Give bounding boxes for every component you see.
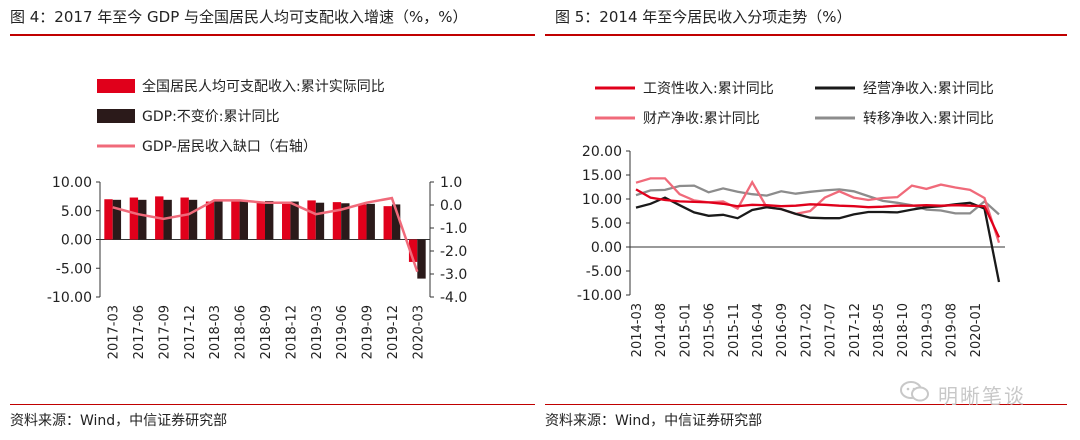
bar-gdp-2017-12 xyxy=(188,199,198,240)
y2-tick-label: -1.0 xyxy=(440,221,467,237)
bar-gdp-2017-06 xyxy=(138,199,147,240)
bar-gdp-2019-06 xyxy=(341,203,350,240)
x-tick-label: 2020-03 xyxy=(411,305,426,359)
x-tick-label: 2017-12 xyxy=(183,305,198,359)
legend-label-1: 全国居民人均可支配收入:累计实际同比 xyxy=(142,78,385,95)
x-tick-label: 2019-06 xyxy=(335,305,350,359)
wechat-icon xyxy=(900,381,929,402)
x-tick-label: 2016-04 xyxy=(751,303,766,357)
x-tick-label: 2018-10 xyxy=(896,303,911,357)
watermark-text: 明晰笔谈 xyxy=(938,384,1026,408)
y2-tick-label: 1.0 xyxy=(440,175,462,191)
left-title-rule xyxy=(10,34,535,36)
x-tick-label: 2017-06 xyxy=(132,305,147,359)
right-figure-title: 图 5：2014 年至今居民收入分项走势（%） xyxy=(555,8,852,26)
legend-label-3: 财产净收:累计同比 xyxy=(643,111,760,127)
y-tick-label: 5.00 xyxy=(591,216,622,232)
x-tick-label: 2017-07 xyxy=(824,303,839,357)
y2-tick-label: -2.0 xyxy=(440,244,467,260)
bar-gdp-2017-03 xyxy=(112,199,122,240)
y-tick-label: -5.00 xyxy=(56,261,92,277)
right-source-rule xyxy=(545,404,1067,405)
bar-gdp-2018-12 xyxy=(290,201,299,240)
y-tick-label: 20.00 xyxy=(582,144,622,160)
x-tick-label: 2019-03 xyxy=(920,303,935,357)
x-tick-label: 2015-01 xyxy=(678,303,693,357)
x-tick-label: 2016-09 xyxy=(775,303,790,357)
x-tick-label: 2017-03 xyxy=(107,305,122,359)
x-tick-label: 2015-06 xyxy=(703,303,718,357)
series-line-4 xyxy=(635,184,1000,216)
bar-gdp-2018-09 xyxy=(265,200,274,240)
x-tick-label: 2015-11 xyxy=(727,303,742,357)
legend-label-2: GDP:不变价:累计同比 xyxy=(142,109,280,125)
left-source: 资料来源：Wind，中信证券研究部 xyxy=(10,413,228,429)
x-tick-label: 2014-08 xyxy=(654,303,669,357)
y-tick-label: 5.00 xyxy=(61,204,92,220)
bar-income-2019-03 xyxy=(307,200,316,240)
bar-gdp-2019-12 xyxy=(391,204,401,240)
legend-swatch-1 xyxy=(97,79,135,93)
x-tick-label: 2018-09 xyxy=(259,305,274,359)
series-line-gap xyxy=(112,196,419,273)
x-tick-label: 2019-12 xyxy=(386,305,401,359)
bar-gdp-2020-03 xyxy=(417,239,426,279)
series-line-1 xyxy=(635,188,1001,238)
legend-swatch-2 xyxy=(97,109,135,123)
x-tick-label: 2017-09 xyxy=(157,305,172,359)
y-tick-label: -10.00 xyxy=(47,290,92,306)
bar-gdp-2018-03 xyxy=(214,200,223,240)
bar-income-2018-06 xyxy=(231,201,240,240)
y-tick-label: 15.00 xyxy=(582,168,622,184)
x-tick-label: 2018-03 xyxy=(208,305,223,359)
x-tick-label: 2019-08 xyxy=(945,303,960,357)
bar-income-2017-12 xyxy=(180,197,189,240)
bar-gdp-2018-06 xyxy=(239,200,248,240)
y-tick-label: 10.00 xyxy=(582,192,622,208)
left-figure-title: 图 4：2017 年至今 GDP 与全国居民人均可支配收入增速（%，%） xyxy=(10,8,468,26)
x-tick-label: 2017-12 xyxy=(848,303,863,357)
y-tick-label: -10.00 xyxy=(577,288,622,304)
x-tick-label: 2018-12 xyxy=(284,305,299,359)
x-tick-label: 2014-03 xyxy=(630,303,645,357)
bar-gdp-2019-09 xyxy=(366,203,375,240)
x-tick-label: 2019-09 xyxy=(361,305,376,359)
x-tick-label: 2019-03 xyxy=(310,305,325,359)
bar-income-2017-03 xyxy=(104,199,113,240)
y-tick-label: 0.00 xyxy=(61,233,92,249)
left-chart: 全国居民人均可支配收入:累计实际同比 GDP:不变价:累计同比 GDP-居民收入缺口… xyxy=(47,78,467,359)
legend-label-1: 工资性收入:累计同比 xyxy=(643,81,774,97)
legend-label-4: 转移净收入:累计同比 xyxy=(863,111,994,127)
bar-income-2019-06 xyxy=(332,202,342,240)
right-title-rule xyxy=(545,34,1067,36)
y-tick-label: 0.00 xyxy=(591,240,622,256)
bar-income-2018-09 xyxy=(256,201,265,240)
bar-income-2019-12 xyxy=(383,206,392,240)
bar-income-2018-12 xyxy=(282,202,291,240)
y-tick-label: 10.00 xyxy=(52,175,92,191)
y2-tick-label: -3.0 xyxy=(440,267,467,283)
legend-label-3: GDP-居民收入缺口（右轴） xyxy=(142,139,317,155)
left-source-rule xyxy=(10,404,535,405)
right-source: 资料来源：Wind，中信证券研究部 xyxy=(545,413,763,429)
y2-tick-label: 0.0 xyxy=(440,198,462,214)
bar-income-2017-06 xyxy=(129,197,139,240)
x-tick-label: 2018-06 xyxy=(234,305,249,359)
x-tick-label: 2017-02 xyxy=(799,303,814,357)
x-tick-label: 2018-05 xyxy=(872,303,887,357)
bar-income-2019-09 xyxy=(358,204,367,240)
bar-income-2020-03 xyxy=(408,239,418,262)
y-tick-label: -5.00 xyxy=(586,264,622,280)
bar-gdp-2017-09 xyxy=(163,199,172,240)
bar-income-2018-03 xyxy=(205,201,215,240)
watermark: 明晰笔谈 xyxy=(900,378,1070,408)
right-figure-panel: 图 5：2014 年至今居民收入分项走势（%） 工资性收入:累计同比 经营净收入:… xyxy=(545,0,1080,440)
y2-tick-label: -4.0 xyxy=(440,290,467,306)
bar-gdp-2019-03 xyxy=(315,202,325,240)
legend-label-2: 经营净收入:累计同比 xyxy=(863,81,994,97)
left-figure-panel: 图 4：2017 年至今 GDP 与全国居民人均可支配收入增速（%，%） 全国居… xyxy=(10,8,535,429)
x-tick-label: 2020-01 xyxy=(969,303,984,357)
